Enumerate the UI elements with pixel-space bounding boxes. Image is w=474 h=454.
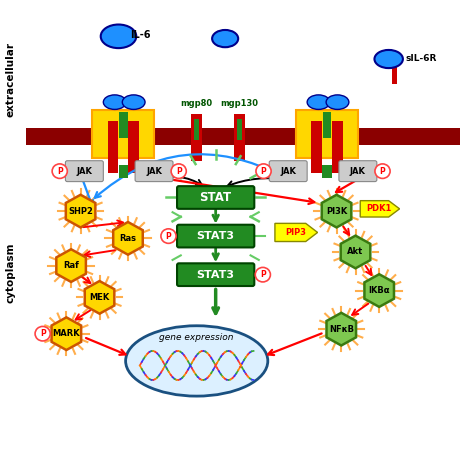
FancyBboxPatch shape <box>26 128 460 145</box>
Ellipse shape <box>307 95 330 109</box>
Text: mgp80: mgp80 <box>181 99 213 108</box>
FancyBboxPatch shape <box>311 121 322 173</box>
FancyBboxPatch shape <box>269 161 307 182</box>
Text: PI3K: PI3K <box>326 207 347 216</box>
FancyBboxPatch shape <box>339 161 377 182</box>
Polygon shape <box>327 313 356 345</box>
FancyBboxPatch shape <box>123 112 128 138</box>
FancyBboxPatch shape <box>237 119 242 140</box>
Text: PDK1: PDK1 <box>366 204 392 213</box>
FancyBboxPatch shape <box>65 161 103 182</box>
FancyBboxPatch shape <box>119 112 124 138</box>
Text: SHP2: SHP2 <box>68 207 93 216</box>
FancyBboxPatch shape <box>135 161 173 182</box>
Text: PIP3: PIP3 <box>286 228 307 237</box>
Text: STAT: STAT <box>200 191 232 204</box>
Text: Akt: Akt <box>347 247 364 257</box>
FancyBboxPatch shape <box>177 186 254 209</box>
Text: NFκB: NFκB <box>329 325 354 334</box>
Ellipse shape <box>122 95 145 109</box>
Polygon shape <box>85 281 114 314</box>
Ellipse shape <box>126 326 268 396</box>
Text: P: P <box>165 232 172 241</box>
Text: JAK: JAK <box>350 167 366 176</box>
Text: P: P <box>380 167 385 176</box>
Text: mgp130: mgp130 <box>220 99 258 108</box>
FancyBboxPatch shape <box>332 121 343 173</box>
FancyBboxPatch shape <box>323 112 328 138</box>
Text: MARK: MARK <box>53 329 80 338</box>
FancyBboxPatch shape <box>191 114 202 161</box>
Polygon shape <box>360 201 400 217</box>
Text: P: P <box>176 167 182 176</box>
Polygon shape <box>56 249 86 282</box>
Text: JAK: JAK <box>146 167 162 176</box>
Text: P: P <box>57 167 63 176</box>
FancyBboxPatch shape <box>177 263 254 286</box>
Text: sIL-6R: sIL-6R <box>406 54 437 63</box>
Text: Raf: Raf <box>63 261 79 270</box>
FancyBboxPatch shape <box>92 110 154 158</box>
FancyBboxPatch shape <box>234 114 245 161</box>
Text: cytoplasm: cytoplasm <box>5 242 16 303</box>
Polygon shape <box>66 195 95 227</box>
Circle shape <box>255 267 270 282</box>
Text: IKBα: IKBα <box>368 286 390 295</box>
FancyBboxPatch shape <box>194 119 199 140</box>
Polygon shape <box>275 223 318 242</box>
Ellipse shape <box>212 30 238 47</box>
Text: extracellular: extracellular <box>5 42 16 117</box>
Text: Ras: Ras <box>119 234 137 243</box>
Text: JAK: JAK <box>280 167 296 176</box>
Circle shape <box>52 164 67 178</box>
FancyBboxPatch shape <box>177 225 254 247</box>
Circle shape <box>35 326 50 341</box>
Ellipse shape <box>374 50 403 68</box>
Polygon shape <box>52 317 81 350</box>
Ellipse shape <box>326 95 349 109</box>
Ellipse shape <box>103 95 126 109</box>
FancyBboxPatch shape <box>108 121 118 173</box>
Text: gene expression: gene expression <box>159 333 234 342</box>
Circle shape <box>375 164 390 178</box>
Text: IL-6: IL-6 <box>130 30 151 40</box>
Polygon shape <box>341 236 370 268</box>
FancyBboxPatch shape <box>118 165 128 178</box>
Text: P: P <box>260 270 266 279</box>
Text: MEK: MEK <box>90 293 109 302</box>
Circle shape <box>161 229 176 243</box>
Text: P: P <box>40 329 46 338</box>
FancyBboxPatch shape <box>322 165 332 178</box>
Circle shape <box>256 164 271 178</box>
FancyBboxPatch shape <box>128 121 139 173</box>
FancyBboxPatch shape <box>327 112 331 138</box>
FancyBboxPatch shape <box>392 54 397 84</box>
Polygon shape <box>322 195 351 227</box>
Text: P: P <box>261 167 266 176</box>
Text: STAT3: STAT3 <box>197 231 235 241</box>
Polygon shape <box>365 274 394 307</box>
Polygon shape <box>113 222 143 255</box>
Text: STAT3: STAT3 <box>197 270 235 280</box>
Circle shape <box>171 164 186 178</box>
Text: JAK: JAK <box>76 167 92 176</box>
FancyBboxPatch shape <box>296 110 358 158</box>
Ellipse shape <box>100 25 137 48</box>
